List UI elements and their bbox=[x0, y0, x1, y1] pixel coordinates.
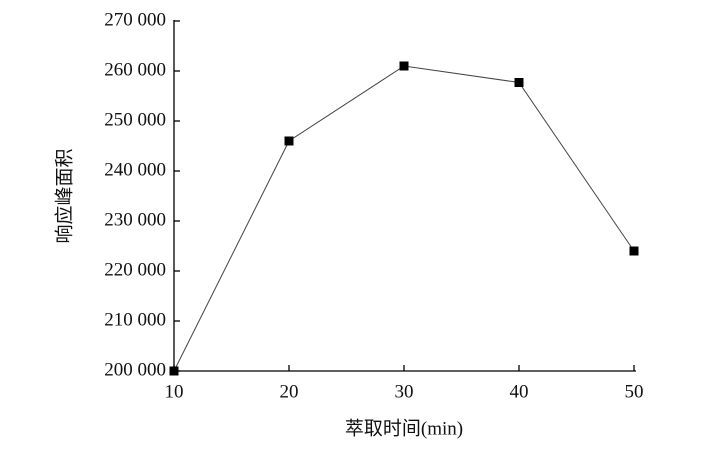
y-tick-label: 200 000 bbox=[104, 359, 166, 380]
x-tick-label: 40 bbox=[510, 381, 529, 402]
data-line bbox=[173, 65, 635, 372]
marker bbox=[169, 366, 179, 376]
y-tick-label: 240 000 bbox=[104, 159, 166, 180]
marker bbox=[284, 136, 294, 146]
x-axis-label: 萃取时间(min) bbox=[345, 417, 463, 439]
x-tick-label: 10 bbox=[165, 381, 184, 402]
x-tick-label: 30 bbox=[395, 381, 414, 402]
marker bbox=[399, 61, 409, 71]
x-tick-label: 20 bbox=[280, 381, 299, 402]
y-tick-label: 260 000 bbox=[104, 59, 166, 80]
y-axis-label: 响应峰面积 bbox=[53, 148, 75, 243]
y-tick-label: 210 000 bbox=[104, 309, 166, 330]
y-tick-label: 250 000 bbox=[104, 109, 166, 130]
marker bbox=[514, 78, 524, 87]
y-tick-label: 270 000 bbox=[104, 9, 166, 30]
marker bbox=[629, 246, 639, 256]
y-tick-label: 220 000 bbox=[104, 259, 166, 280]
y-tick-label: 230 000 bbox=[104, 209, 166, 230]
x-tick-label: 50 bbox=[625, 381, 644, 402]
